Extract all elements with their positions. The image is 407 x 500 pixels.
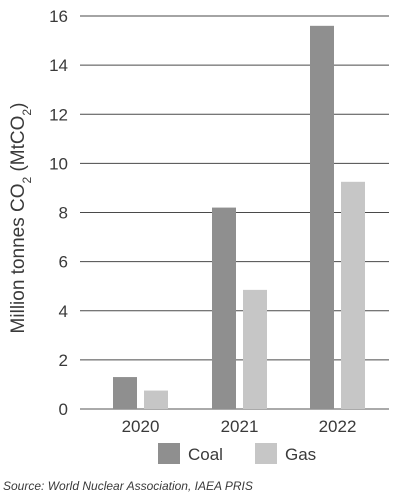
x-tick-2022: 2022: [319, 417, 357, 436]
y-tick-6: 6: [59, 253, 68, 272]
bars: [113, 25, 365, 409]
y-axis-label: Million tonnes CO2 (MtCO2): [8, 103, 34, 334]
x-tick-labels: 2020 2021 2022: [122, 417, 357, 436]
y-tick-2: 2: [59, 351, 68, 370]
y-tick-0: 0: [59, 400, 68, 419]
y-tick-12: 12: [49, 105, 68, 124]
bar-gas-2020: [144, 390, 168, 409]
y-tick-labels: 0 2 4 6 8 10 12 14 16: [49, 7, 68, 419]
y-tick-8: 8: [59, 204, 68, 223]
y-tick-4: 4: [59, 302, 68, 321]
legend-label-coal: Coal: [188, 445, 223, 464]
legend-swatch-coal: [158, 443, 180, 464]
bar-gas-2021: [243, 289, 267, 409]
x-tick-2020: 2020: [122, 417, 160, 436]
legend: Coal Gas: [158, 443, 316, 464]
bar-chart: 0 2 4 6 8 10 12 14 16 2020 2021 2022 Million tonne…: [8, 7, 389, 464]
y-tick-10: 10: [49, 154, 68, 173]
bar-coal-2020: [113, 377, 137, 409]
legend-swatch-gas: [255, 443, 277, 464]
y-tick-14: 14: [49, 56, 68, 75]
bar-gas-2022: [341, 181, 365, 409]
x-tick-2021: 2021: [221, 417, 259, 436]
source-note: Source: World Nuclear Association, IAEA …: [3, 479, 253, 493]
bar-coal-2022: [310, 25, 334, 409]
legend-label-gas: Gas: [285, 445, 316, 464]
y-tick-16: 16: [49, 7, 68, 26]
bar-coal-2021: [212, 207, 236, 409]
